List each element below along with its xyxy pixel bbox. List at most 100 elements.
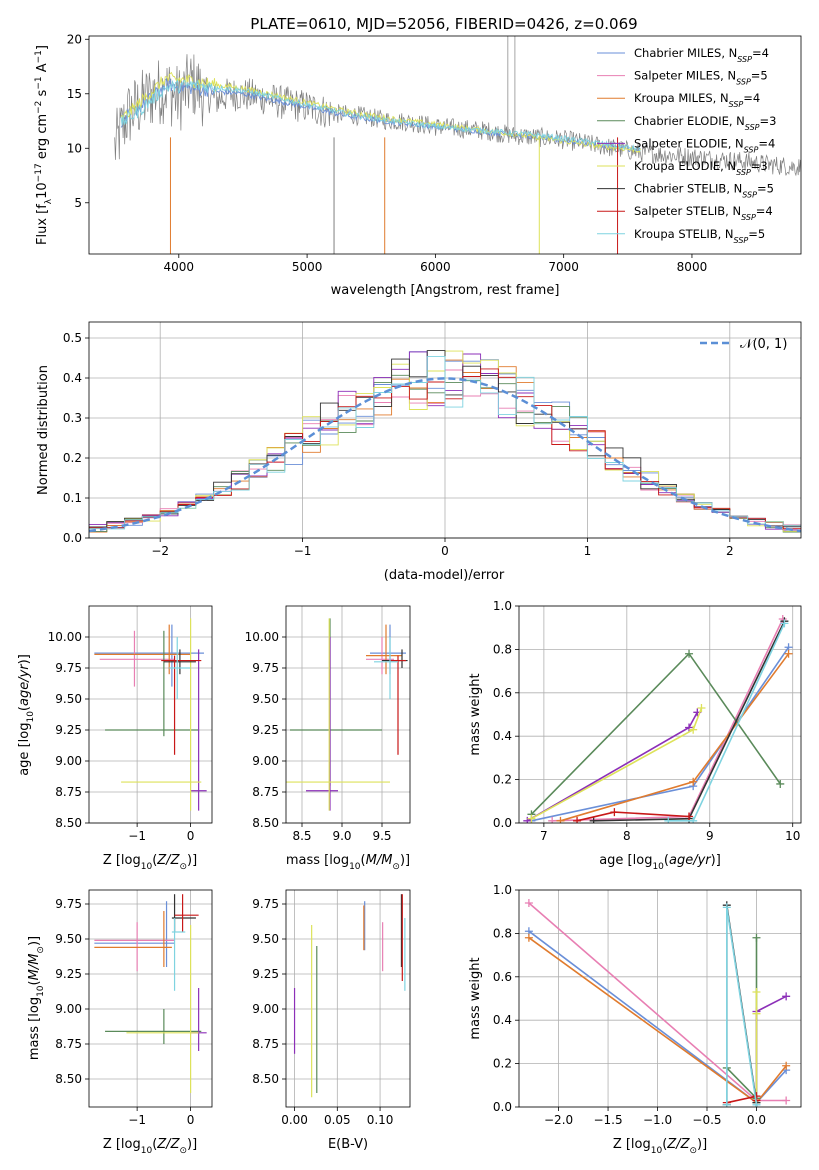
y-tick-label: 0.4 xyxy=(493,1013,512,1027)
weight-age-x-label: age [log10(age/yr)] xyxy=(599,853,721,872)
x-tick-label: −1.5 xyxy=(593,1113,622,1127)
axes-frame xyxy=(518,605,802,824)
x-tick-label: −1.0 xyxy=(643,1113,672,1127)
x-tick-label: 0 xyxy=(187,1113,195,1127)
y-tick-label: 10.00 xyxy=(48,630,82,644)
weight-line xyxy=(530,652,781,815)
weight-marker xyxy=(685,649,694,658)
y-tick-label: 0.1 xyxy=(63,491,82,505)
weight-marker xyxy=(689,816,698,823)
y-tick-label: 0.8 xyxy=(493,642,512,656)
y-tick-label: 8.50 xyxy=(55,1072,82,1086)
legend-label: Kroupa ELODIE, NSSP=3 xyxy=(634,159,768,177)
label-part: age/yr xyxy=(17,663,32,706)
x-tick-label: −0.5 xyxy=(692,1113,721,1127)
weight-z-panel-y-label: mass weight xyxy=(468,957,483,1039)
x-tick-label: 0.05 xyxy=(324,1113,351,1127)
label-part: )] xyxy=(400,853,410,868)
label-part: erg cm xyxy=(35,114,50,163)
x-tick-label: 8 xyxy=(623,829,631,843)
legend-sub: SSP xyxy=(729,100,744,109)
weight-marker xyxy=(548,816,557,823)
y-tick-label: 9.25 xyxy=(55,723,82,737)
y-tick-label: 9.25 xyxy=(55,967,82,981)
x-tick-label: 2 xyxy=(726,544,734,558)
plot-area xyxy=(524,899,791,1107)
x-tick-label: −1 xyxy=(128,1113,146,1127)
y-tick-label: 9.25 xyxy=(252,967,279,981)
y-tick-label: 0.8 xyxy=(493,926,512,940)
weight-marker xyxy=(610,808,619,817)
x-tick-label: 8000 xyxy=(677,260,708,274)
label-part: ⊙ xyxy=(36,946,46,954)
weight-line xyxy=(725,907,758,1105)
weight-marker xyxy=(784,649,793,658)
legend-text: Kroupa ELODIE, N xyxy=(634,159,736,173)
weight-marker xyxy=(752,933,761,942)
legend-sub: SSP xyxy=(742,190,757,199)
label-part: −1 xyxy=(34,50,44,63)
legend-sub: SSP xyxy=(736,168,751,177)
legend-tail: =4 xyxy=(756,204,773,218)
y-tick-label: 8.75 xyxy=(55,1037,82,1051)
legend-label: Kroupa MILES, NSSP=4 xyxy=(634,91,760,109)
label-part: Z [log xyxy=(103,853,141,868)
label-part: Z [log xyxy=(613,1137,651,1152)
plot-area xyxy=(94,618,207,811)
y-tick-label: 8.75 xyxy=(252,1037,279,1051)
label-part: λ xyxy=(44,198,54,204)
legend-sub: SSP xyxy=(736,77,751,86)
legend-tail: =5 xyxy=(757,182,774,196)
label-part: s xyxy=(35,89,50,100)
label-part: 10 xyxy=(26,711,36,723)
y-tick-label: 0.0 xyxy=(493,816,512,830)
legend-tail: =3 xyxy=(760,114,777,128)
label-part: Z/Z xyxy=(156,1137,180,1152)
y-tick-label: 8.75 xyxy=(55,785,82,799)
label-part: ] xyxy=(35,45,50,50)
x-tick-label: −1 xyxy=(294,544,312,558)
model-spectrum-line xyxy=(120,71,641,154)
label-part: )] xyxy=(187,1137,197,1152)
weight-line xyxy=(531,646,790,822)
label-part: Z [log xyxy=(103,1137,141,1152)
label-part: )] xyxy=(27,936,42,946)
age-mass-x-label: mass [log10(M/M⊙)] xyxy=(286,853,410,872)
label-part: ( xyxy=(662,1137,667,1152)
axes-frame xyxy=(88,35,802,255)
spectrum-panel: 4000 5000 6000 7000 8000 5 10 15 20 Chabrier MILE… xyxy=(34,32,802,298)
legend-text: Chabrier STELIB, N xyxy=(634,182,742,196)
label-part: ⊙ xyxy=(179,1146,187,1156)
label-part: 10 xyxy=(651,1146,663,1156)
legend-tail: =4 xyxy=(743,91,760,105)
label-part: ( xyxy=(152,853,157,868)
legend-text: Chabrier ELODIE, N xyxy=(634,114,745,128)
model-spectrum-line xyxy=(120,78,641,152)
mass-z-x-label: Z [log10(Z/Z⊙)] xyxy=(103,1137,197,1156)
y-tick-label: 15 xyxy=(67,87,82,101)
x-tick-label: 0 xyxy=(441,544,449,558)
weight-marker xyxy=(782,1096,791,1105)
y-tick-label: 0.2 xyxy=(63,451,82,465)
label-part: Z/Z xyxy=(666,1137,690,1152)
y-tick-label: 1.0 xyxy=(493,599,512,613)
weight-age-panel-y-label: mass weight xyxy=(468,673,483,755)
label-part: age [log xyxy=(599,853,652,868)
x-tick-label: 0.10 xyxy=(367,1113,394,1127)
y-tick-label: 0.6 xyxy=(493,970,512,984)
weight-marker xyxy=(780,619,789,628)
y-tick-label: 0.6 xyxy=(493,686,512,700)
legend-label: Salpeter ELODIE, NSSP=4 xyxy=(634,136,775,154)
weight-marker xyxy=(573,816,582,823)
x-tick-label: 0 xyxy=(187,829,195,843)
legend-label: Chabrier MILES, NSSP=4 xyxy=(634,46,769,64)
y-tick-label: 1.0 xyxy=(493,883,512,897)
y-tick-label: 20 xyxy=(67,32,82,46)
axes-frame xyxy=(285,889,411,1108)
label-part: ( xyxy=(664,853,669,868)
label-part: age [log xyxy=(17,723,32,776)
legend-label: Chabrier STELIB, NSSP=5 xyxy=(634,182,774,200)
label-part: )] xyxy=(711,853,721,868)
